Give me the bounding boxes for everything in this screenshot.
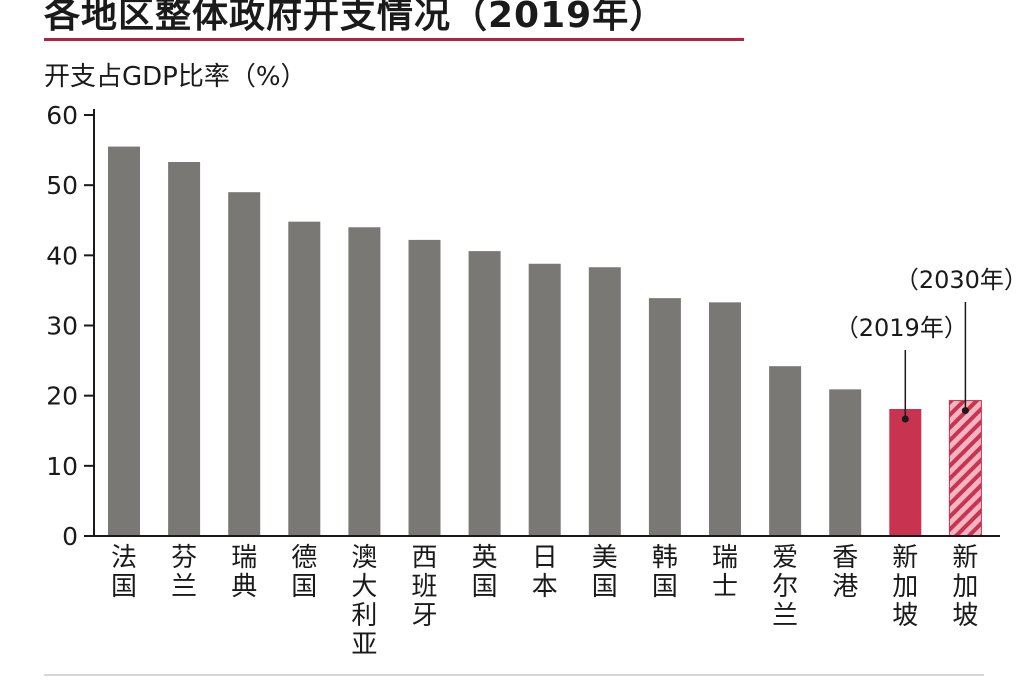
annotation-sg-2030-label: （2030年） (895, 266, 1024, 294)
bar-5 (348, 227, 381, 536)
x-tick-label: 英国 (472, 543, 498, 602)
bar-15 (948, 400, 982, 537)
bar-7 (468, 251, 501, 536)
x-tick-label: 瑞士 (712, 543, 738, 602)
x-tick-label: 爱尔兰 (772, 543, 798, 631)
x-tick-label: 瑞典 (231, 543, 257, 602)
footer-divider (44, 674, 984, 676)
chart-title: 各地区整体政府开支情况（2019年） (44, 0, 667, 36)
x-tick-label: 香港 (832, 543, 858, 602)
bar-14 (889, 408, 922, 536)
y-tick-label: 0 (62, 522, 78, 551)
y-tick-label: 60 (46, 101, 78, 130)
annotation-sg-2019-leader-dot (901, 415, 909, 423)
x-tick-label: 芬兰 (171, 543, 197, 602)
x-tick-label: 德国 (291, 543, 317, 602)
title-underline (44, 38, 744, 41)
x-tick-label: 澳大利亚 (351, 543, 377, 660)
bar-9 (588, 267, 621, 536)
bar-6 (408, 239, 441, 536)
bar-10 (648, 298, 681, 536)
bar-1 (108, 146, 140, 536)
annotation-sg-2030-leader-dot (961, 407, 969, 415)
bar-4 (288, 221, 321, 537)
x-tick-label: 法国 (111, 543, 137, 602)
x-tick-label: 新加坡 (952, 543, 978, 631)
x-tick-label: 西班牙 (411, 543, 437, 631)
y-tick-label: 30 (46, 312, 78, 341)
x-tick-label: 韩国 (652, 543, 678, 602)
bar-12 (769, 366, 802, 536)
y-tick-label: 20 (46, 382, 78, 411)
x-tick-label: 日本 (532, 543, 558, 602)
y-tick-label: 50 (46, 171, 78, 200)
y-tick-label: 40 (46, 241, 78, 270)
x-tick-label: 美国 (592, 543, 618, 602)
bar-13 (829, 389, 862, 536)
bar-11 (709, 302, 741, 536)
bar-8 (528, 263, 561, 536)
bar-3 (228, 192, 261, 536)
annotation-sg-2019-label: （2019年） (835, 314, 968, 342)
x-tick-label: 新加坡 (892, 543, 918, 631)
bar-2 (168, 162, 201, 537)
y-tick-label: 10 (46, 452, 78, 481)
y-axis-label: 开支占GDP比率（%） (44, 62, 307, 92)
